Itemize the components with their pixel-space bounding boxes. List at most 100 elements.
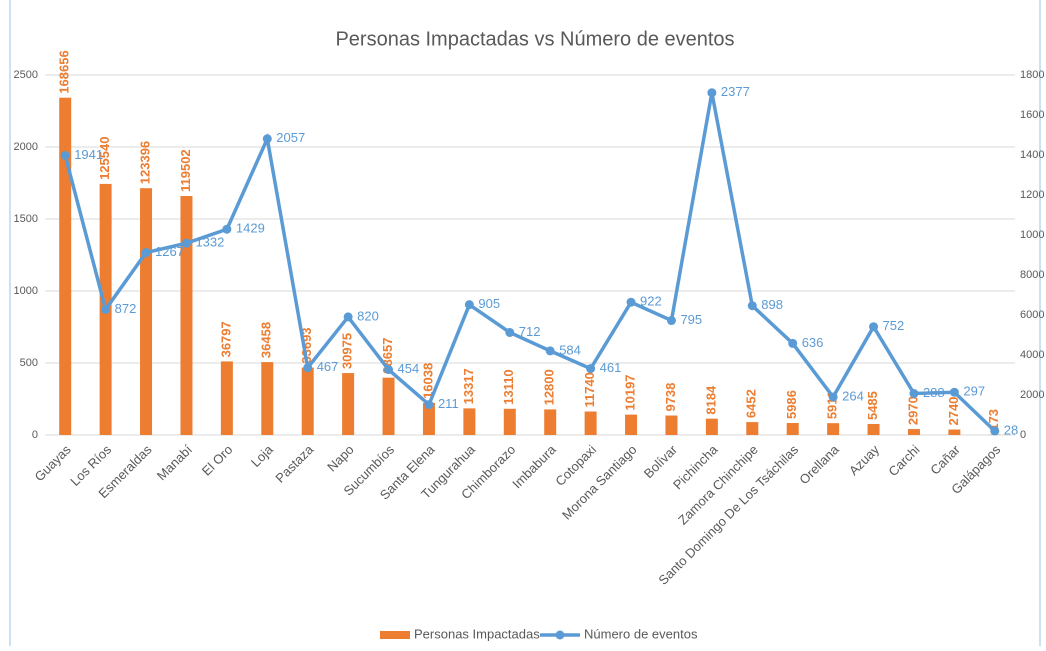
line-label: 898 bbox=[761, 297, 783, 312]
bar bbox=[544, 409, 556, 435]
bar bbox=[504, 409, 516, 435]
line-label: 288 bbox=[923, 385, 945, 400]
line-label: 636 bbox=[802, 335, 824, 350]
bar-label: 168656 bbox=[57, 50, 72, 93]
x-tick-label: Carchi bbox=[885, 442, 922, 479]
legend-swatch bbox=[380, 631, 410, 639]
line-point bbox=[909, 389, 918, 398]
bar-label: 30975 bbox=[340, 333, 355, 369]
line-point bbox=[142, 248, 151, 257]
line-point bbox=[61, 151, 70, 160]
line-point bbox=[707, 88, 716, 97]
line-point bbox=[829, 392, 838, 401]
y2-tick-label: 1400 bbox=[1020, 149, 1044, 161]
bar-label: 8184 bbox=[703, 385, 718, 415]
x-tick-label: Azuay bbox=[846, 442, 883, 479]
line-point bbox=[990, 426, 999, 435]
x-tick-label: Imbabura bbox=[509, 441, 559, 491]
bar bbox=[665, 416, 677, 435]
line-point bbox=[505, 328, 514, 337]
line-point bbox=[546, 346, 555, 355]
bar bbox=[383, 378, 395, 435]
y2-tick-label: 1800 bbox=[1020, 69, 1044, 81]
line-point bbox=[667, 316, 676, 325]
y-tick-label: 1500 bbox=[14, 213, 38, 225]
x-tick-label: Manabí bbox=[154, 442, 196, 484]
bar bbox=[261, 362, 273, 435]
bar bbox=[948, 430, 960, 435]
line-point bbox=[950, 388, 959, 397]
line-label: 467 bbox=[317, 359, 339, 374]
line-label: 1429 bbox=[236, 221, 265, 236]
bar bbox=[908, 429, 920, 435]
line-label: 297 bbox=[963, 384, 985, 399]
bar-label: 13110 bbox=[501, 369, 516, 404]
x-tick-label: Pastaza bbox=[272, 441, 316, 485]
line-label: 461 bbox=[600, 360, 622, 375]
line-point bbox=[748, 301, 757, 310]
bar-label: 5986 bbox=[784, 390, 799, 419]
line-label: 1332 bbox=[195, 235, 224, 250]
bar bbox=[59, 98, 71, 435]
legend-label: Número de eventos bbox=[584, 626, 698, 641]
line-label: 795 bbox=[680, 312, 702, 327]
bar bbox=[180, 196, 192, 435]
bar bbox=[746, 422, 758, 435]
y-tick-label: 2500 bbox=[14, 69, 38, 81]
bar bbox=[868, 424, 880, 435]
line-label: 584 bbox=[559, 342, 581, 357]
legend-marker bbox=[556, 631, 565, 640]
line-point bbox=[303, 363, 312, 372]
y2-tick-label: 4000 bbox=[1020, 349, 1044, 361]
bar bbox=[302, 368, 314, 435]
line-label: 922 bbox=[640, 294, 662, 309]
line-point bbox=[101, 305, 110, 314]
line-point bbox=[465, 300, 474, 309]
x-tick-label: El Oro bbox=[199, 442, 236, 479]
legend-label: Personas Impactadas bbox=[414, 626, 540, 641]
bar-label: 5485 bbox=[865, 391, 880, 420]
line-point bbox=[384, 365, 393, 374]
bar-label: 9738 bbox=[663, 383, 678, 412]
line bbox=[65, 93, 995, 431]
y-tick-label: 1000 bbox=[14, 285, 38, 297]
bar-label: 11740 bbox=[582, 372, 597, 407]
line-label: 872 bbox=[115, 301, 137, 316]
line-point bbox=[182, 239, 191, 248]
y2-tick-label: 2000 bbox=[1020, 389, 1044, 401]
x-tick-label: Orellana bbox=[796, 441, 842, 487]
line-label: 264 bbox=[842, 388, 864, 403]
bar bbox=[706, 419, 718, 435]
line-label: 820 bbox=[357, 308, 379, 323]
y2-tick-label: 6000 bbox=[1020, 309, 1044, 321]
bar-label: 123396 bbox=[137, 141, 152, 184]
x-tick-label: Loja bbox=[248, 441, 277, 470]
line-point bbox=[222, 225, 231, 234]
x-tick-label: Morona Santiago bbox=[559, 442, 640, 523]
bar-label: 13317 bbox=[461, 368, 476, 404]
bar bbox=[585, 412, 597, 435]
y2-tick-label: 1200 bbox=[1020, 189, 1044, 201]
bar bbox=[221, 361, 233, 435]
bar bbox=[140, 188, 152, 435]
y-tick-label: 2000 bbox=[14, 141, 38, 153]
line-label: 752 bbox=[883, 318, 905, 333]
bar-label: 12800 bbox=[542, 369, 557, 405]
line-point bbox=[788, 339, 797, 348]
chart-title: Personas Impactadas vs Número de eventos bbox=[335, 28, 734, 50]
bar-label: 10197 bbox=[622, 374, 637, 410]
line-label: 1267 bbox=[155, 244, 184, 259]
line-label: 712 bbox=[519, 324, 541, 339]
line-point bbox=[586, 364, 595, 373]
bar-label: 36797 bbox=[218, 321, 233, 357]
bar-label: 6452 bbox=[744, 389, 759, 418]
line-point bbox=[869, 322, 878, 331]
bar-label: 36458 bbox=[259, 322, 274, 358]
line-label: 28 bbox=[1004, 422, 1018, 437]
bar bbox=[342, 373, 354, 435]
line-point bbox=[424, 400, 433, 409]
bar bbox=[463, 408, 475, 435]
line-label: 905 bbox=[478, 296, 500, 311]
line-label: 1941 bbox=[74, 147, 103, 162]
